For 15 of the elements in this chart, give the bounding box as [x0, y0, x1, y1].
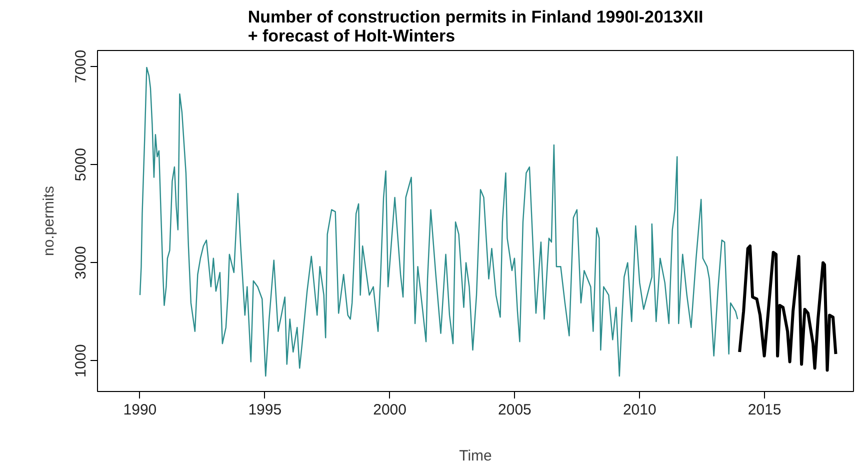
chart-title: Number of construction permits in Finland 1990I-2013XII + forecast of Holt-Winters — [248, 8, 704, 46]
x-tick-label: 2005 — [498, 402, 532, 418]
x-tick-label: 1990 — [123, 402, 157, 418]
x-tick-label: 1995 — [248, 402, 282, 418]
y-axis-title: no.permits — [40, 186, 58, 256]
y-tick-label: 1000 — [72, 344, 90, 378]
x-tick-label: 2000 — [373, 402, 406, 418]
x-tick-label: 2015 — [748, 402, 782, 418]
line-series — [738, 244, 838, 372]
y-tick-label: 5000 — [72, 148, 90, 182]
x-tick-label: 2010 — [622, 402, 656, 418]
y-tick-label: 3000 — [72, 246, 90, 280]
y-tick-label: 7000 — [72, 50, 90, 84]
line-series — [139, 66, 738, 377]
x-axis-title: Time — [459, 448, 492, 464]
